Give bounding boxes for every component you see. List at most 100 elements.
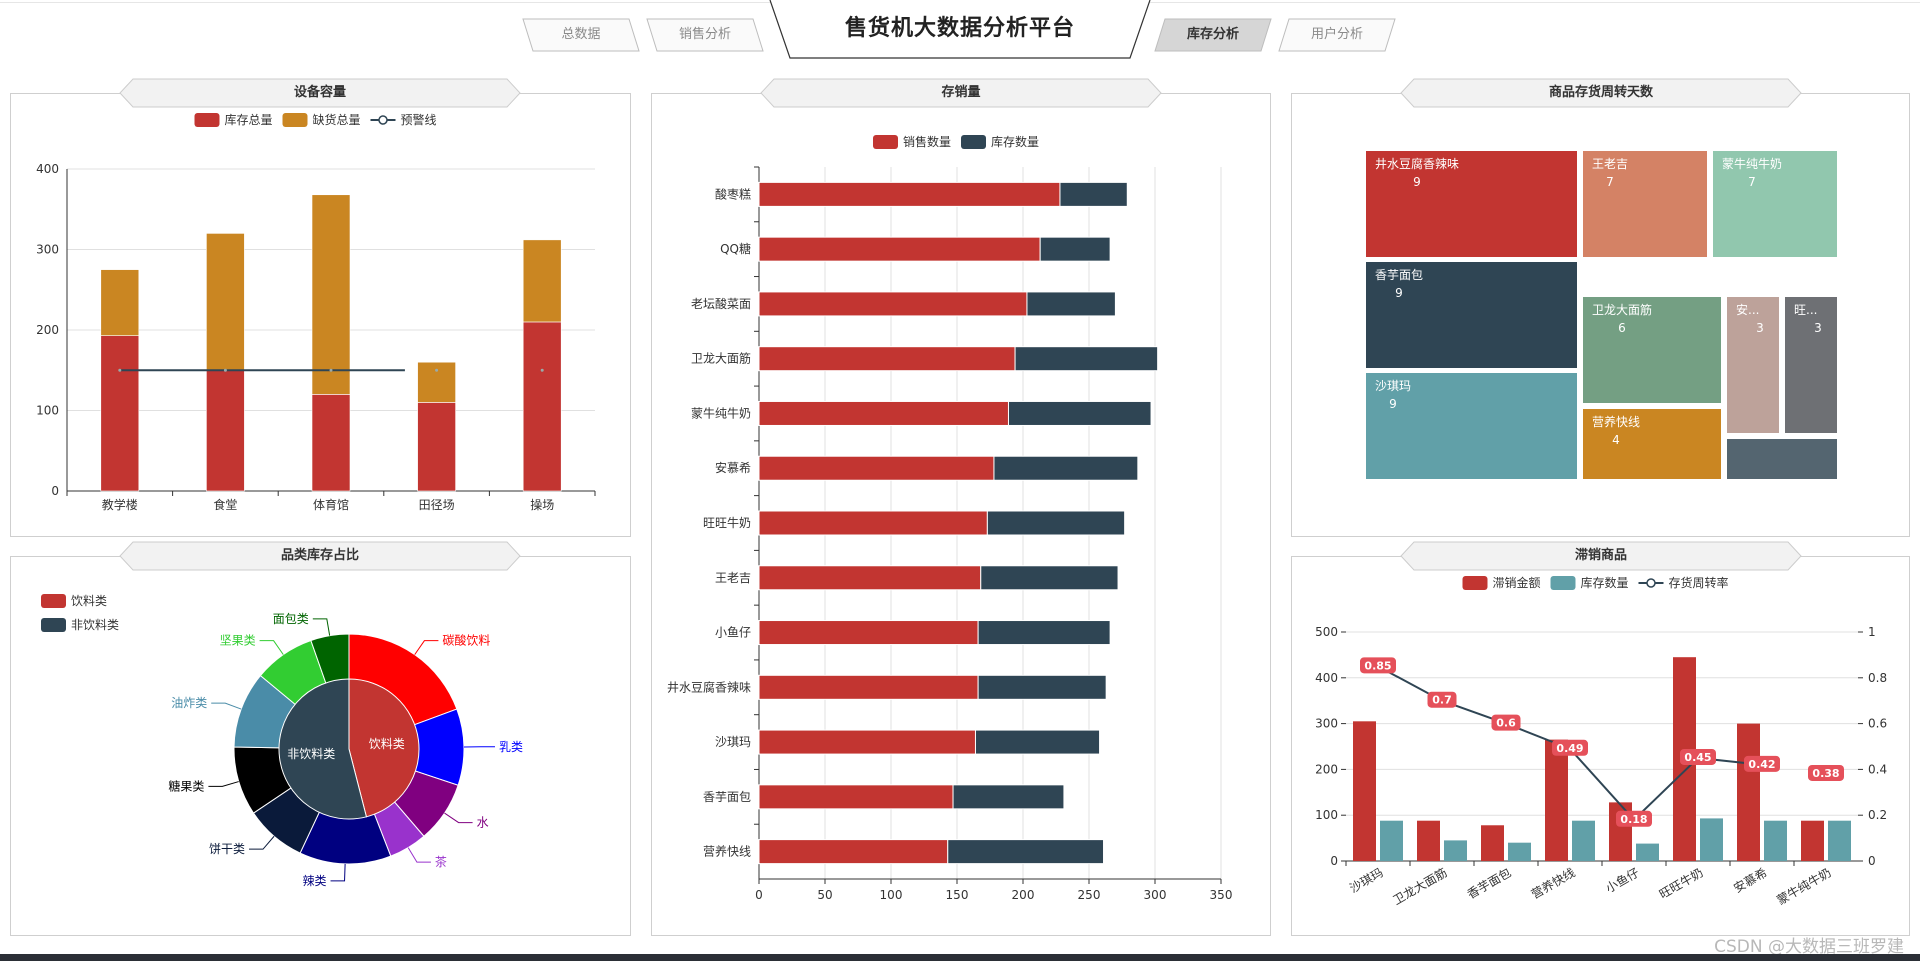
slow-y2tick-1: 0.2 bbox=[1868, 808, 1887, 822]
stock-bar-0-5 bbox=[758, 455, 995, 481]
capacity-warning-point-0 bbox=[118, 368, 122, 372]
stock-xtick-7: 350 bbox=[1210, 888, 1233, 902]
slow-bar-1-1 bbox=[1444, 840, 1467, 861]
tab-overview-label: 总数据 bbox=[561, 27, 601, 42]
tab-overview[interactable]: 总数据 bbox=[522, 18, 640, 52]
tab-inventory-analysis[interactable]: 库存分析 bbox=[1154, 18, 1272, 52]
stock-xtick-4: 200 bbox=[1012, 888, 1035, 902]
treemap-label-0: 井水豆腐香辣味 bbox=[1375, 156, 1459, 171]
category-outer-label-6: 糖果类 bbox=[168, 778, 204, 793]
treemap-value-4: 6 bbox=[1618, 321, 1626, 335]
slow-turnover-label-bg-4 bbox=[1616, 810, 1652, 827]
category-outer-label-9: 面包类 bbox=[273, 612, 309, 626]
stock-bar-0-0 bbox=[758, 181, 1061, 207]
stock-legend-label-1: 库存数量 bbox=[991, 134, 1039, 149]
slow-ytick-2: 200 bbox=[1315, 762, 1338, 776]
slow-bar-1-0 bbox=[1380, 820, 1403, 861]
capacity-bar-0-0 bbox=[100, 335, 140, 492]
slow-y2tick-5: 1 bbox=[1868, 625, 1876, 639]
category-outer-leader-4 bbox=[330, 863, 346, 882]
capacity-xtick-0: 教学楼 bbox=[102, 497, 138, 512]
slow-ytick-4: 400 bbox=[1315, 671, 1338, 685]
capacity-bar-1-4 bbox=[522, 239, 562, 323]
capacity-panel: 设备容量 库存总量 缺货总量 预警线 0 100 200 300 400 教学楼 食堂 体育馆 田径场… bbox=[10, 78, 631, 537]
treemap-cell-1 bbox=[1581, 149, 1709, 259]
category-outer-label-7: 油炸类 bbox=[171, 696, 207, 710]
stock-bar-0-1 bbox=[758, 236, 1041, 262]
taskbar bbox=[0, 954, 1920, 961]
slow-xtick-5: 旺旺牛奶 bbox=[1656, 865, 1705, 902]
capacity-legend-swatch-0 bbox=[194, 113, 220, 127]
turnover-panel: 商品存货周转天数 井水豆腐香辣味 9 王老吉 7 蒙牛纯牛奶 7 香芋面包 9 卫龙大面筋 6 安.… bbox=[1291, 78, 1910, 537]
tab-inventory-analysis-label: 库存分析 bbox=[1186, 27, 1239, 42]
stock-bar-1-7 bbox=[980, 565, 1119, 591]
stock-sales-title-text: 存销量 bbox=[941, 85, 981, 100]
treemap-cell-2 bbox=[1711, 149, 1839, 259]
slow-ytick-1: 100 bbox=[1315, 808, 1338, 822]
category-outer-leader-6 bbox=[208, 781, 239, 787]
stock-xtick-6: 300 bbox=[1144, 888, 1167, 902]
slow-turnover-label-bg-1 bbox=[1427, 691, 1457, 708]
slow-legend-label-0: 滞销金额 bbox=[1493, 575, 1541, 590]
category-outer-label-1: 乳类 bbox=[499, 740, 523, 754]
capacity-title-text: 设备容量 bbox=[293, 85, 346, 100]
category-outer-leader-3 bbox=[407, 847, 431, 863]
capacity-bar-0-3 bbox=[417, 402, 456, 492]
treemap-label-4: 卫龙大面筋 bbox=[1592, 302, 1652, 317]
slow-xtick-1: 卫龙大面筋 bbox=[1390, 865, 1449, 908]
category-outer-leader-0 bbox=[414, 640, 439, 655]
slow-turnover-label-6: 0.42 bbox=[1748, 758, 1775, 771]
capacity-bar-0-1 bbox=[206, 369, 245, 492]
category-panel-title: 品类库存占比 bbox=[119, 541, 521, 571]
stock-bar-0-12 bbox=[758, 839, 949, 865]
slow-bar-0-1 bbox=[1417, 820, 1440, 861]
capacity-xtick-1: 食堂 bbox=[213, 497, 237, 512]
slow-legend-marker-2 bbox=[1646, 578, 1656, 588]
treemap-value-7: 9 bbox=[1389, 397, 1397, 411]
stock-ytick-11: 香芋面包 bbox=[703, 790, 751, 804]
treemap-value-2: 7 bbox=[1748, 175, 1756, 189]
capacity-xtick-3: 田径场 bbox=[419, 498, 455, 512]
slow-bar-1-4 bbox=[1636, 843, 1659, 861]
slow-turnover-label-bg-0 bbox=[1360, 657, 1396, 674]
slow-legend-label-1: 库存数量 bbox=[1581, 575, 1629, 590]
slow-chart: 滞销金额 库存数量 存货周转率 0 100 200 300 400 500 0 0.2 0.4 0.6 0… bbox=[1315, 575, 1887, 908]
category-inner-slice-0 bbox=[348, 678, 420, 818]
slow-turnover-label-bg-2 bbox=[1491, 714, 1521, 731]
treemap-value-0: 9 bbox=[1413, 175, 1421, 189]
tab-sales-analysis-label: 销售分析 bbox=[678, 27, 731, 42]
treemap-label-2: 蒙牛纯牛奶 bbox=[1722, 156, 1782, 171]
capacity-bar-1-1 bbox=[206, 233, 245, 371]
slow-xtick-2: 香芋面包 bbox=[1465, 865, 1514, 901]
slow-y2tick-4: 0.8 bbox=[1868, 671, 1887, 685]
slow-xtick-7: 蒙牛纯牛奶 bbox=[1774, 865, 1833, 908]
treemap-value-6: 3 bbox=[1814, 321, 1822, 335]
tab-user-analysis[interactable]: 用户分析 bbox=[1278, 18, 1396, 52]
slow-bar-0-3 bbox=[1545, 739, 1568, 861]
capacity-legend-label-0: 库存总量 bbox=[225, 112, 273, 127]
treemap-cell-5 bbox=[1725, 295, 1781, 435]
category-outer-label-3: 茶 bbox=[435, 854, 447, 869]
tab-user-analysis-label: 用户分析 bbox=[1310, 27, 1363, 42]
stock-bar-1-4 bbox=[1007, 400, 1152, 426]
stock-bar-0-3 bbox=[758, 346, 1016, 372]
capacity-bar-1-2 bbox=[311, 194, 351, 395]
capacity-warning-point-1 bbox=[223, 368, 227, 372]
slow-ytick-5: 500 bbox=[1315, 625, 1338, 639]
capacity-bar-0-2 bbox=[311, 394, 351, 492]
stock-ytick-3: 卫龙大面筋 bbox=[691, 351, 751, 366]
platform-title: 售货机大数据分析平台 bbox=[768, 0, 1152, 60]
stock-ytick-12: 营养快线 bbox=[703, 844, 751, 859]
slow-bar-1-5 bbox=[1700, 818, 1723, 861]
slow-turnover-label-0: 0.85 bbox=[1364, 659, 1391, 672]
slow-xtick-6: 安慕希 bbox=[1731, 865, 1770, 896]
tab-sales-analysis[interactable]: 销售分析 bbox=[646, 18, 764, 52]
slow-bar-0-7 bbox=[1801, 820, 1824, 861]
watermark: CSDN @大数据三班罗建 bbox=[1714, 937, 1904, 957]
slow-bar-0-6 bbox=[1737, 723, 1760, 861]
treemap-value-3: 9 bbox=[1395, 286, 1403, 300]
stock-sales-panel-title: 存销量 bbox=[760, 78, 1162, 108]
slow-y2tick-3: 0.6 bbox=[1868, 717, 1887, 731]
category-legend-label-1: 非饮料类 bbox=[71, 618, 119, 632]
stock-ytick-10: 沙琪玛 bbox=[715, 735, 751, 749]
